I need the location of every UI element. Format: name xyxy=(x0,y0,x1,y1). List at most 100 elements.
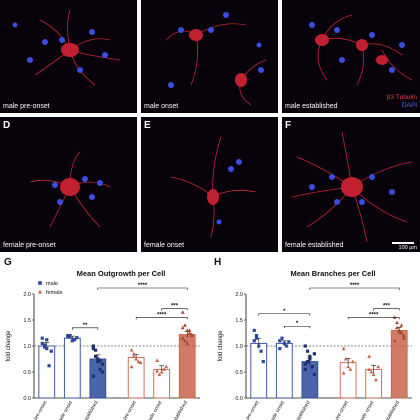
bar xyxy=(63,337,81,399)
data-point xyxy=(162,367,166,371)
data-point xyxy=(187,331,192,335)
data-point xyxy=(374,377,378,382)
data-point xyxy=(180,325,185,330)
data-point xyxy=(308,357,312,361)
data-point xyxy=(131,354,136,358)
data-point xyxy=(257,344,261,348)
bar xyxy=(390,329,408,399)
chart-title: Mean Outgrowth per Cell xyxy=(77,269,166,278)
scale-bar xyxy=(392,242,414,244)
y-tick-label: 0.0 xyxy=(235,396,243,402)
data-point xyxy=(305,360,310,364)
micrograph-female-pre-onset: D female pre-onset xyxy=(0,117,137,252)
data-point xyxy=(308,354,312,358)
data-point xyxy=(129,348,134,352)
data-point xyxy=(350,359,355,364)
data-point xyxy=(399,331,404,335)
data-point xyxy=(180,310,185,314)
y-tick-label: 1.5 xyxy=(23,318,31,324)
data-point xyxy=(40,341,44,345)
data-point xyxy=(138,360,143,365)
data-point xyxy=(189,332,194,337)
panel-letter-h: H xyxy=(214,257,222,268)
neuron-image xyxy=(165,12,267,106)
data-point xyxy=(155,368,160,373)
data-point xyxy=(129,364,134,369)
x-tick-label: female established xyxy=(375,400,401,420)
data-point xyxy=(180,336,185,340)
chart-title: Mean Branches per Cell xyxy=(290,269,375,278)
micrograph-female-onset: E female onset xyxy=(141,117,278,252)
data-point xyxy=(45,347,49,351)
significance-bracket xyxy=(373,308,400,311)
y-tick-label: 2.0 xyxy=(23,292,31,298)
data-point xyxy=(401,333,406,338)
stain-legend-blue: DAPI xyxy=(401,102,417,109)
significance-bracket xyxy=(135,317,188,320)
data-point xyxy=(49,349,53,353)
significance-label: ** xyxy=(83,323,88,329)
significance-label: *** xyxy=(383,304,391,310)
data-point xyxy=(312,373,316,377)
data-point xyxy=(254,336,259,340)
x-tick-label: female pre-onset xyxy=(326,399,350,420)
bar xyxy=(250,342,268,399)
data-point xyxy=(282,341,286,345)
data-point xyxy=(183,338,187,343)
stain-legend: β3 Tubulin DAPI xyxy=(387,94,417,110)
data-point xyxy=(395,320,399,325)
data-point xyxy=(259,349,263,353)
data-point xyxy=(312,352,316,356)
data-point xyxy=(164,364,169,369)
bar xyxy=(153,368,171,399)
significance-label: **** xyxy=(138,283,148,289)
micrograph-male-onset: male onset xyxy=(141,0,278,113)
micrograph-male-pre-onset: male pre-onset xyxy=(0,0,137,113)
data-point xyxy=(305,349,310,353)
neuron-image xyxy=(170,136,257,238)
data-point xyxy=(134,357,139,361)
significance-bracket xyxy=(258,313,311,316)
data-point xyxy=(185,341,190,345)
data-point xyxy=(369,370,374,374)
chart-mean-outgrowth: Mean Outgrowth per Cell fold change 0.0 0.5… xyxy=(6,269,200,420)
data-point xyxy=(278,347,282,351)
x-tick-label: female established xyxy=(163,400,189,420)
data-point xyxy=(91,374,95,378)
data-point xyxy=(343,357,348,361)
neuron-image xyxy=(291,131,413,243)
data-point xyxy=(287,340,291,344)
data-point xyxy=(346,364,351,369)
data-point xyxy=(45,338,49,342)
legend-label: male xyxy=(46,281,58,287)
legend-marker-male xyxy=(38,281,42,285)
panel-letter: D xyxy=(3,120,11,131)
significance-bracket xyxy=(284,325,311,329)
data-point xyxy=(40,336,44,340)
data-point xyxy=(100,362,104,366)
data-point xyxy=(284,344,289,348)
legend-marker-female xyxy=(37,289,43,294)
data-point xyxy=(341,371,346,375)
bar xyxy=(301,361,319,399)
data-point xyxy=(399,323,404,327)
significance-label: **** xyxy=(157,312,167,318)
data-point xyxy=(98,367,102,371)
data-point xyxy=(70,339,74,343)
data-point xyxy=(261,360,265,364)
data-point xyxy=(395,325,399,330)
stain-legend-red: β3 Tubulin xyxy=(386,94,417,101)
y-tick-label: 1.5 xyxy=(235,318,243,324)
data-point xyxy=(376,364,381,369)
data-point xyxy=(100,370,104,374)
x-tick-label: female onset xyxy=(144,399,164,420)
data-point xyxy=(371,372,376,377)
data-point xyxy=(42,345,47,349)
panel-label: female established xyxy=(285,242,344,249)
significance-bracket xyxy=(347,317,400,320)
panel-letter-g: G xyxy=(4,257,12,268)
data-point xyxy=(397,329,402,333)
data-point xyxy=(157,372,162,377)
x-tick-label: male pre-onset xyxy=(27,399,49,420)
neuron-image xyxy=(12,9,121,86)
